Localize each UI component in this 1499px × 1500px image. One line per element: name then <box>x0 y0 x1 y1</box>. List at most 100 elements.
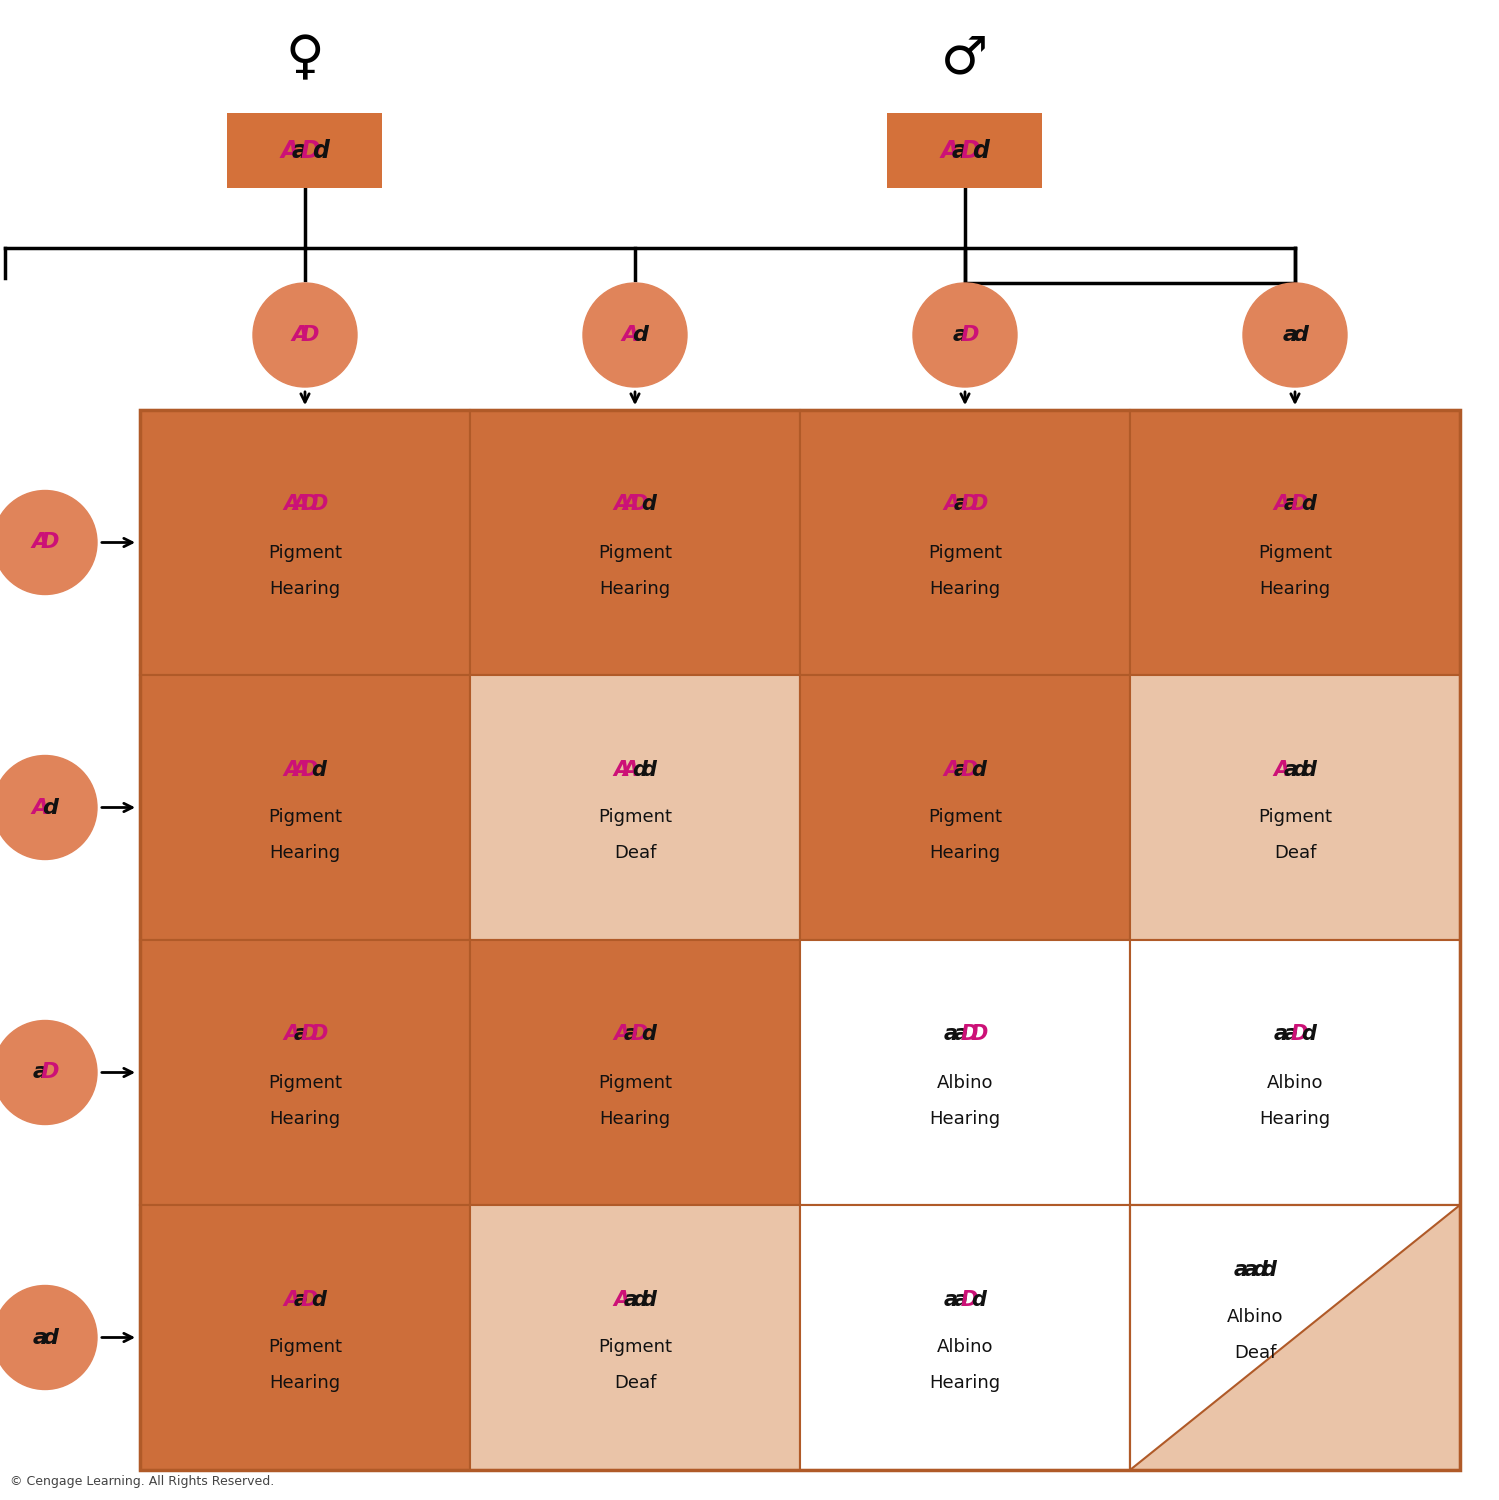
Text: d: d <box>42 1328 58 1347</box>
Bar <box>1130 1204 1460 1470</box>
Text: Pigment: Pigment <box>598 808 672 826</box>
Text: a: a <box>952 326 967 345</box>
Text: D: D <box>970 1024 988 1044</box>
Text: a: a <box>1283 495 1298 514</box>
Text: a: a <box>294 1290 307 1310</box>
Text: d: d <box>973 138 989 162</box>
Bar <box>1130 410 1460 675</box>
Text: d: d <box>1292 326 1309 345</box>
Text: A: A <box>283 495 300 514</box>
Text: Hearing: Hearing <box>1259 1110 1331 1128</box>
Circle shape <box>0 756 97 859</box>
Bar <box>139 410 1460 1470</box>
Text: a: a <box>1234 1260 1249 1280</box>
Text: Albino: Albino <box>937 1074 994 1092</box>
Text: A: A <box>283 1024 300 1044</box>
Bar <box>471 940 800 1204</box>
Text: D: D <box>301 1024 318 1044</box>
Text: D: D <box>301 1290 318 1310</box>
Text: A: A <box>292 759 309 780</box>
Bar <box>1130 1204 1460 1470</box>
Text: Hearing: Hearing <box>929 1110 1000 1128</box>
Text: Albino: Albino <box>1267 1074 1324 1092</box>
Text: d: d <box>312 138 330 162</box>
Text: Hearing: Hearing <box>270 1110 340 1128</box>
Bar <box>471 675 800 940</box>
Bar <box>800 675 1130 940</box>
Text: Hearing: Hearing <box>929 1374 1000 1392</box>
Text: a: a <box>1243 1260 1258 1280</box>
Text: d: d <box>42 798 58 818</box>
Text: Hearing: Hearing <box>270 844 340 862</box>
Circle shape <box>253 284 357 387</box>
Text: A: A <box>622 759 639 780</box>
Text: a: a <box>33 1062 48 1083</box>
Text: A: A <box>283 759 300 780</box>
Text: D: D <box>961 759 979 780</box>
Text: Pigment: Pigment <box>928 808 1001 826</box>
Bar <box>139 675 471 940</box>
Text: a: a <box>953 1024 967 1044</box>
Text: a: a <box>944 1290 958 1310</box>
Text: ♀: ♀ <box>286 32 324 84</box>
Text: A: A <box>940 138 958 162</box>
Text: A: A <box>31 798 48 818</box>
Text: Pigment: Pigment <box>598 543 672 561</box>
Text: a: a <box>1283 759 1298 780</box>
Circle shape <box>1243 284 1348 387</box>
Text: D: D <box>1291 495 1309 514</box>
Text: d: d <box>633 1290 648 1310</box>
Text: D: D <box>961 1290 979 1310</box>
Bar <box>800 1204 1130 1470</box>
Text: Albino: Albino <box>937 1338 994 1356</box>
Bar <box>139 940 471 1204</box>
Text: Pigment: Pigment <box>268 1338 342 1356</box>
Text: A: A <box>613 1024 630 1044</box>
Text: Hearing: Hearing <box>270 1374 340 1392</box>
Text: a: a <box>292 138 307 162</box>
Bar <box>471 1204 800 1470</box>
Text: Pigment: Pigment <box>268 1074 342 1092</box>
Text: A: A <box>31 532 48 552</box>
Text: d: d <box>633 326 648 345</box>
Text: D: D <box>300 138 321 162</box>
Text: D: D <box>310 495 328 514</box>
Bar <box>1130 675 1460 940</box>
Text: D: D <box>1291 1024 1309 1044</box>
Circle shape <box>0 1286 97 1389</box>
Text: a: a <box>33 1328 48 1347</box>
Text: D: D <box>301 759 318 780</box>
Text: a: a <box>1283 1024 1298 1044</box>
Text: D: D <box>961 138 980 162</box>
Text: A: A <box>1273 495 1289 514</box>
Text: Pigment: Pigment <box>598 1074 672 1092</box>
Text: D: D <box>40 532 58 552</box>
Polygon shape <box>1130 1204 1460 1470</box>
Text: a: a <box>624 1290 637 1310</box>
Circle shape <box>583 284 687 387</box>
Text: d: d <box>633 759 648 780</box>
Text: A: A <box>613 1290 630 1310</box>
Text: D: D <box>40 1062 58 1083</box>
Text: D: D <box>301 495 318 514</box>
Bar <box>139 410 471 675</box>
Text: A: A <box>943 759 959 780</box>
Text: a: a <box>624 1024 637 1044</box>
Bar <box>228 112 382 188</box>
Text: A: A <box>283 1290 300 1310</box>
Text: d: d <box>971 1290 986 1310</box>
Text: Pigment: Pigment <box>268 808 342 826</box>
Text: a: a <box>953 1290 967 1310</box>
Text: D: D <box>301 326 319 345</box>
Text: d: d <box>971 759 986 780</box>
Bar <box>800 940 1130 1204</box>
Text: d: d <box>1301 495 1316 514</box>
Text: Pigment: Pigment <box>928 543 1001 561</box>
Text: Deaf: Deaf <box>613 844 657 862</box>
Bar <box>800 410 1130 675</box>
Text: D: D <box>310 1024 328 1044</box>
Text: Hearing: Hearing <box>929 844 1000 862</box>
Text: Pigment: Pigment <box>1258 543 1333 561</box>
Text: a: a <box>952 138 968 162</box>
Text: a: a <box>953 759 967 780</box>
